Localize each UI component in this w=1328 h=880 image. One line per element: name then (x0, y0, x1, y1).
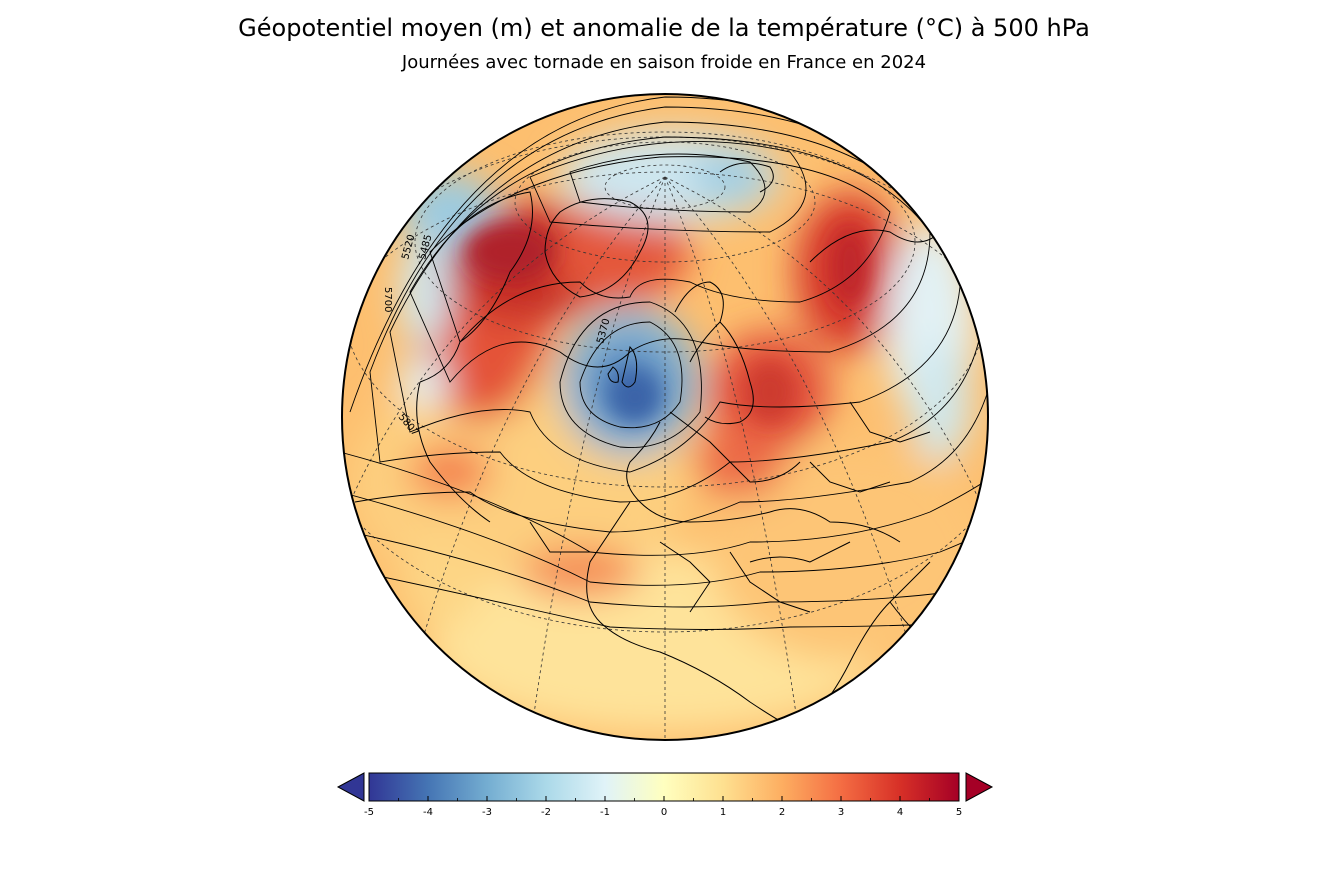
contour-label-5700: 5700 (382, 287, 393, 312)
colorbar-tick-label: -4 (423, 807, 433, 818)
colorbar: -5 -4 -3 -2 -1 0 1 2 3 4 5 (336, 772, 994, 818)
colorbar-tick-label: -5 (364, 807, 374, 818)
globe-outline (341, 93, 989, 741)
figure-subtitle: Journées avec tornade en saison froide e… (401, 52, 927, 73)
globe-map: 5520 5485 5700 5370 5807 (341, 93, 989, 741)
colorbar-tick-label: 4 (897, 807, 903, 818)
colorbar-ticks: -5 -4 -3 -2 -1 0 1 2 3 4 5 (364, 796, 962, 818)
colorbar-tick-label: -2 (541, 807, 551, 818)
colorbar-extend-min (336, 772, 365, 802)
figure-title: Géopotentiel moyen (m) et anomalie de la… (238, 14, 1090, 42)
colorbar-tick-label: -3 (482, 807, 492, 818)
colorbar-tick-label: 0 (661, 807, 667, 818)
colorbar-tick-label: 5 (956, 807, 962, 818)
colorbar-tick-label: -1 (600, 807, 610, 818)
colorbar-extend-max (965, 772, 994, 802)
colorbar-tick-label: 3 (838, 807, 844, 818)
colorbar-tick-label: 2 (779, 807, 785, 818)
colorbar-tick-label: 1 (720, 807, 726, 818)
geopotential-contours (342, 96, 988, 630)
